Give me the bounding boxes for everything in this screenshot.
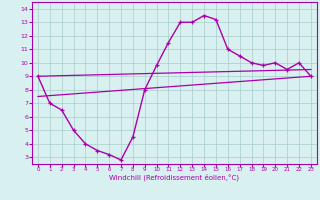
X-axis label: Windchill (Refroidissement éolien,°C): Windchill (Refroidissement éolien,°C): [109, 174, 239, 181]
